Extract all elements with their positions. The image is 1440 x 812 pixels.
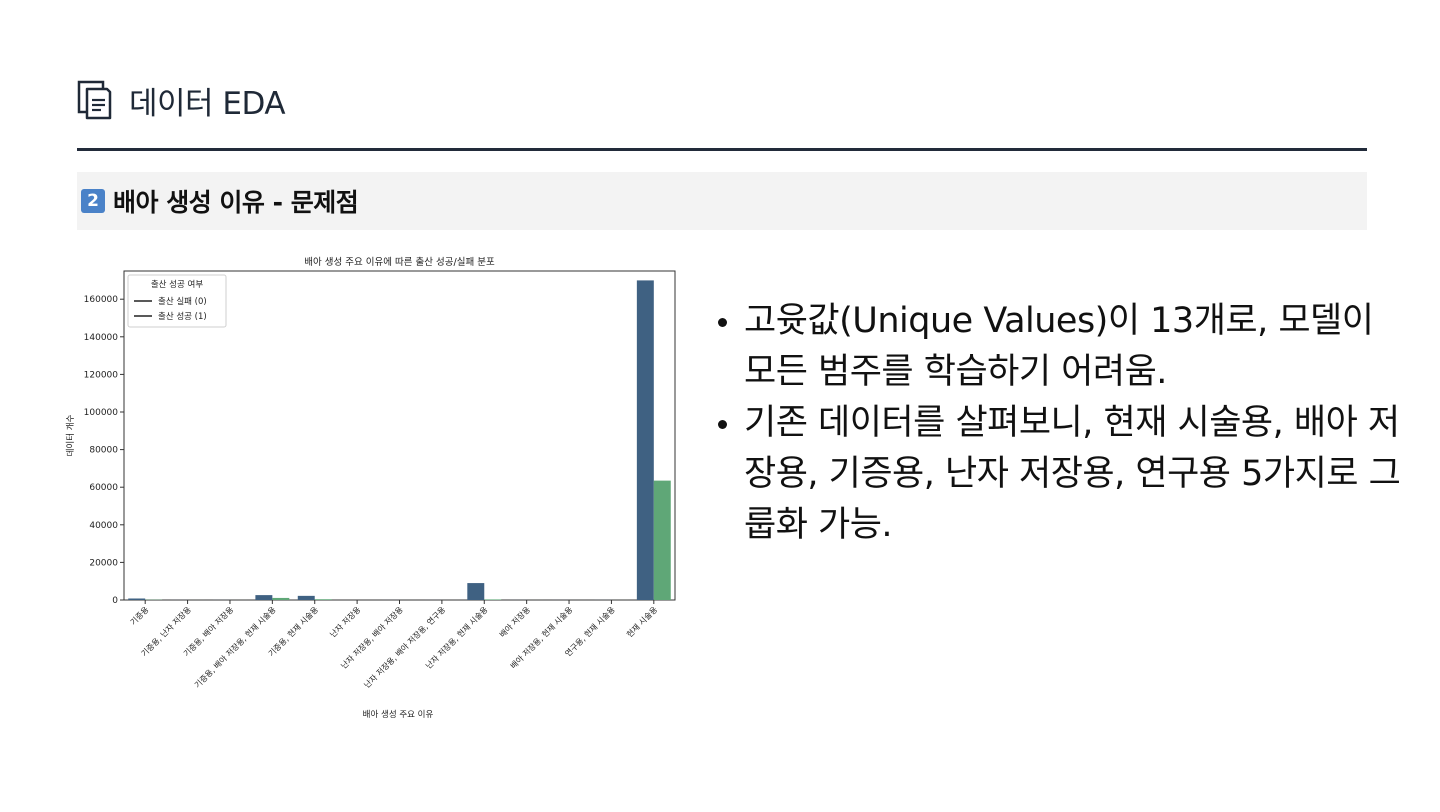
document-icon bbox=[77, 80, 112, 120]
bar-success bbox=[272, 597, 290, 600]
section-number-badge: 2 bbox=[81, 189, 105, 213]
bullet-item: 기존 데이터를 살펴보니, 현재 시술용, 배아 저장용, 기증용, 난자 저장… bbox=[712, 398, 1412, 551]
page-header: 데이터 EDA bbox=[77, 76, 286, 124]
bar-fail bbox=[255, 595, 273, 600]
y-tick-label: 160000 bbox=[84, 295, 119, 305]
x-tick-label: 기증용 bbox=[129, 605, 151, 627]
x-tick-label: 기증용, 배아 저장용, 현재 시술용 bbox=[192, 604, 278, 690]
y-tick-label: 60000 bbox=[89, 483, 118, 493]
x-axis-label: 배아 생성 주요 이유 bbox=[363, 709, 434, 720]
legend-label: 출산 성공 (1) bbox=[158, 311, 207, 322]
y-tick-label: 40000 bbox=[89, 521, 118, 531]
bar-fail bbox=[128, 598, 146, 600]
y-tick-label: 20000 bbox=[89, 558, 118, 568]
section-heading: 2 배아 생성 이유 - 문제점 bbox=[77, 172, 1367, 230]
bar-success bbox=[484, 599, 502, 600]
x-tick-label: 현재 시술용 bbox=[624, 604, 659, 639]
bar-chart: 배아 생성 주요 이유에 따른 출산 성공/실패 분포 0 20000 40000 60… bbox=[65, 257, 676, 720]
bar-success bbox=[653, 480, 671, 600]
x-tick-label: 난자 저장용, 배아 저장용, 연구용 bbox=[362, 604, 448, 690]
bullet-text: 기존 데이터를 살펴보니, 현재 시술용, 배아 저장용, 기증용, 난자 저장… bbox=[744, 403, 1401, 545]
legend-title: 출산 성공 여부 bbox=[151, 279, 204, 290]
bar-fail bbox=[467, 583, 485, 600]
page-title: 데이터 EDA bbox=[129, 85, 286, 122]
y-tick-label: 80000 bbox=[89, 446, 118, 456]
legend-label: 출산 실패 (0) bbox=[158, 296, 207, 307]
bar-fail bbox=[297, 595, 315, 600]
chart-container: 배아 생성 주요 이유에 따른 출산 성공/실패 분포 0 20000 40000 60… bbox=[60, 250, 700, 730]
y-axis-label: 데이터 개수 bbox=[65, 414, 76, 456]
y-tick-label: 0 bbox=[112, 596, 118, 606]
y-tick-label: 120000 bbox=[84, 370, 119, 380]
x-tick-label: 배아 저장용 bbox=[497, 604, 532, 639]
bullet-dot-icon bbox=[718, 318, 727, 327]
x-tick-label: 난자 저장용 bbox=[328, 604, 363, 639]
bullet-item: 고윳값(Unique Values)이 13개로, 모델이 모든 범주를 학습하… bbox=[712, 296, 1412, 398]
legend-box bbox=[127, 274, 227, 328]
bullet-text: 고윳값(Unique Values)이 13개로, 모델이 모든 범주를 학습하… bbox=[744, 301, 1374, 392]
y-tick-label: 140000 bbox=[84, 333, 119, 343]
chart-title: 배아 생성 주요 이유에 따른 출산 성공/실패 분포 bbox=[304, 257, 495, 268]
bar-success bbox=[314, 599, 332, 600]
header-divider bbox=[77, 148, 1367, 151]
section-title: 배아 생성 이유 - 문제점 bbox=[113, 188, 359, 217]
bullet-dot-icon bbox=[718, 420, 727, 429]
bar-fail bbox=[636, 280, 654, 600]
y-tick-label: 100000 bbox=[84, 408, 119, 418]
bullet-list: 고윳값(Unique Values)이 13개로, 모델이 모든 범주를 학습하… bbox=[712, 296, 1412, 551]
